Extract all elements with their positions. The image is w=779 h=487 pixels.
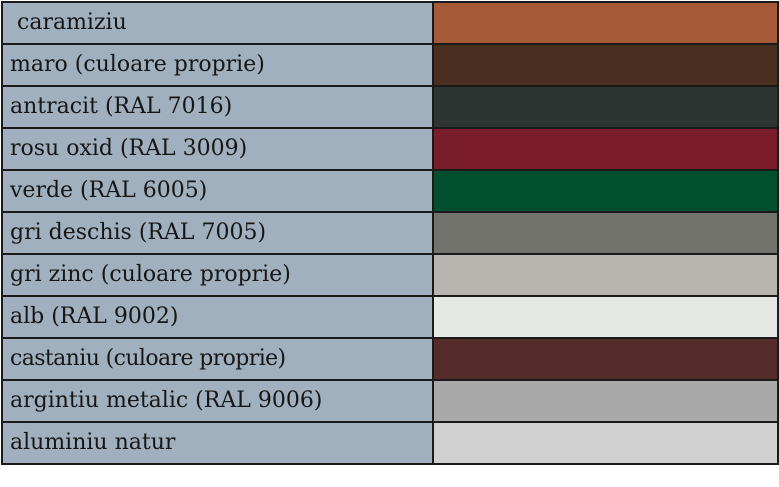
- color-name: aluminiu natur: [1, 421, 434, 465]
- color-row-argintiu-metalic: argintiu metalic (RAL 9006): [1, 379, 779, 423]
- color-name: maro (culoare proprie): [1, 43, 434, 87]
- color-swatch: [432, 421, 779, 465]
- color-name: gri zinc (culoare proprie): [1, 253, 434, 297]
- color-swatch: [432, 169, 779, 213]
- color-name: caramiziu: [1, 1, 434, 45]
- color-row-rosu-oxid: rosu oxid (RAL 3009): [1, 127, 779, 171]
- color-name: verde (RAL 6005): [1, 169, 434, 213]
- color-swatch: [432, 1, 779, 45]
- color-row-gri-deschis: gri deschis (RAL 7005): [1, 211, 779, 255]
- color-swatch: [432, 295, 779, 339]
- color-row-verde: verde (RAL 6005): [1, 169, 779, 213]
- color-row-gri-zinc: gri zinc (culoare proprie): [1, 253, 779, 297]
- color-swatch: [432, 127, 779, 171]
- color-swatch: [432, 43, 779, 87]
- color-swatch: [432, 379, 779, 423]
- color-swatch: [432, 85, 779, 129]
- color-name: gri deschis (RAL 7005): [1, 211, 434, 255]
- color-row-maro: maro (culoare proprie): [1, 43, 779, 87]
- color-swatch: [432, 337, 779, 381]
- color-swatch: [432, 211, 779, 255]
- color-name: antracit (RAL 7016): [1, 85, 434, 129]
- color-name: alb (RAL 9002): [1, 295, 434, 339]
- color-row-alb: alb (RAL 9002): [1, 295, 779, 339]
- color-name: castaniu (culoare proprie): [1, 337, 434, 381]
- color-row-castaniu: castaniu (culoare proprie): [1, 337, 779, 381]
- color-swatch-table: caramiziu maro (culoare proprie) antraci…: [1, 1, 779, 465]
- color-row-caramiziu: caramiziu: [1, 1, 779, 45]
- color-name: rosu oxid (RAL 3009): [1, 127, 434, 171]
- color-name: argintiu metalic (RAL 9006): [1, 379, 434, 423]
- color-row-aluminiu-natur: aluminiu natur: [1, 421, 779, 465]
- color-swatch: [432, 253, 779, 297]
- color-row-antracit: antracit (RAL 7016): [1, 85, 779, 129]
